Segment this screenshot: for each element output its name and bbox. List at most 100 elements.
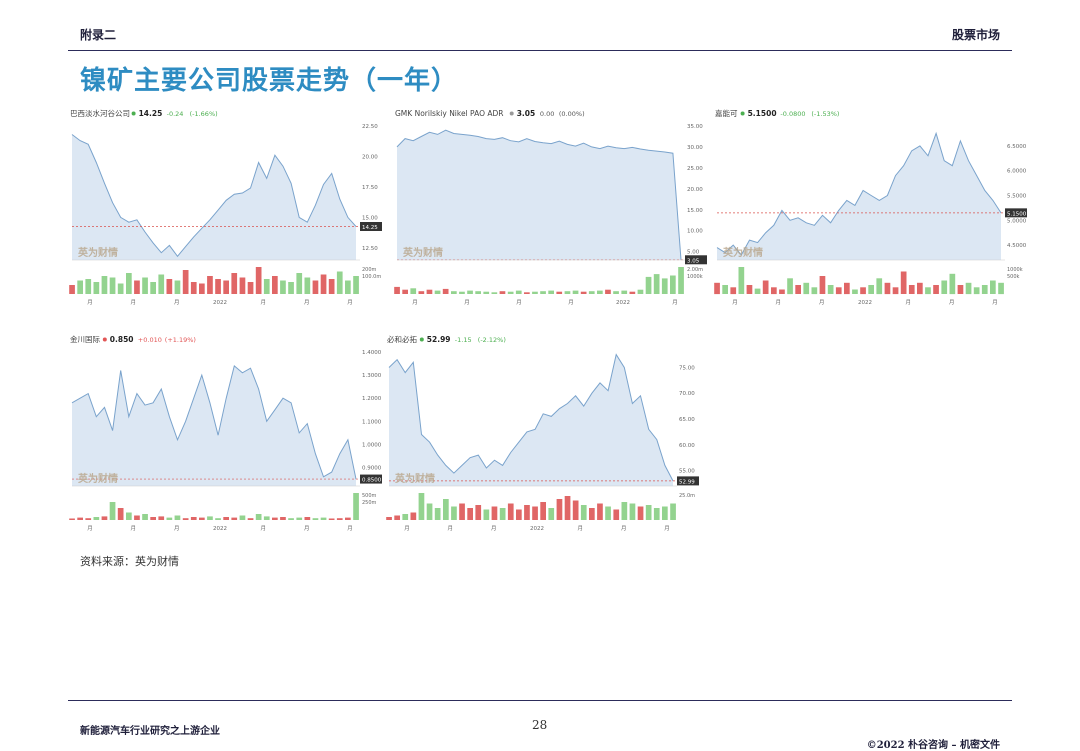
volume-bar [957, 285, 964, 294]
volume-bar [876, 278, 883, 295]
x-tick-label: 月 [131, 299, 137, 306]
last-price-tag [360, 222, 382, 231]
volume-bar [556, 499, 563, 520]
volume-bar [803, 282, 810, 295]
volume-bar [483, 291, 490, 294]
y-tick-label: 25.00 [687, 166, 703, 172]
volume-bar [908, 285, 915, 294]
volume-bar [142, 514, 148, 520]
volume-bar [426, 289, 433, 294]
volume-bar [280, 280, 286, 294]
chart-vale: 巴西淡水河谷公司 14.25 -0.24 (-1.66%) 14.25 22.50 20.0… [68, 104, 386, 312]
volume-bar [223, 517, 229, 520]
volume-bar [949, 273, 956, 295]
volume-bar [678, 267, 684, 294]
x-tick-label: 月 [261, 525, 267, 532]
y-tick-label: 15.00 [362, 215, 378, 221]
volume-bar [134, 280, 140, 294]
volume-bar [117, 508, 124, 520]
status-dot-icon [419, 337, 424, 342]
volume-bar [524, 505, 530, 520]
volume-tick-label: 1000k [687, 274, 703, 280]
last-price-label: 0.8500 [362, 478, 382, 484]
volume-bar [247, 518, 254, 520]
volume-bar [190, 517, 197, 520]
volume-bar [613, 509, 620, 520]
volume-bar [174, 515, 181, 520]
volume-bar [158, 516, 165, 520]
volume-bar [588, 291, 595, 294]
volume-bar [207, 516, 213, 520]
volume-bar [443, 499, 449, 520]
volume-bar [255, 514, 262, 520]
volume-bar [475, 291, 481, 294]
volume-bar [900, 271, 907, 294]
footer-divider [68, 700, 1012, 701]
volume-bar [263, 279, 270, 294]
volume-bar [312, 280, 319, 294]
volume-bar [483, 509, 490, 520]
page-title: 镍矿主要公司股票走势（一年） [80, 66, 459, 96]
volume-bar [199, 283, 205, 294]
chart-price: 52.99 [427, 335, 451, 344]
volume-bar [394, 515, 400, 520]
x-tick-label: 月 [776, 299, 782, 306]
last-price-tag [685, 255, 707, 265]
volume-bar [884, 282, 891, 295]
volume-bar [653, 274, 660, 294]
volume-bar [662, 506, 668, 520]
volume-bar [540, 291, 546, 294]
volume-tick-label: 200m [362, 267, 377, 273]
volume-bar [93, 282, 100, 294]
chart-change-pct: (+1.19%) [165, 336, 196, 344]
y-tick-label: 5.00 [687, 250, 700, 256]
volume-bar [860, 287, 866, 295]
x-tick-label: 月 [347, 299, 353, 306]
volume-bar [174, 280, 181, 294]
chart-change: -1.15 [455, 336, 472, 344]
volume-bar [499, 291, 506, 294]
last-price-tag [1005, 208, 1027, 218]
volume-bar [795, 285, 801, 294]
volume-bar [207, 276, 213, 294]
volume-bar [746, 285, 753, 294]
volume-bar [288, 282, 294, 294]
chart-change: -0.0800 [780, 110, 805, 118]
volume-tick-label: 500m [362, 493, 377, 499]
volume-bar [101, 516, 108, 520]
x-tick-label: 2022 [213, 526, 227, 532]
volume-bar [345, 280, 351, 294]
volume-bar [255, 267, 262, 294]
x-tick-label: 月 [906, 299, 912, 306]
y-tick-label: 12.50 [362, 246, 378, 252]
chart-change-pct: (-1.53%) [811, 110, 839, 118]
volume-bar [280, 517, 286, 520]
volume-bar [738, 267, 745, 294]
watermark-logo: 英为财情 [394, 472, 435, 485]
last-price-label: 52.99 [679, 479, 695, 485]
y-tick-label: 10.00 [687, 229, 703, 235]
volume-bar [353, 276, 359, 294]
status-dot-icon [740, 111, 745, 116]
status-dot-icon [509, 111, 514, 116]
chart-change: -0.24 [167, 110, 184, 118]
volume-bar [304, 517, 311, 520]
volume-bar [150, 517, 156, 520]
y-tick-label: 65.00 [679, 417, 695, 423]
volume-bar [819, 276, 826, 294]
volume-bar [572, 290, 579, 294]
chart-glencore: 嘉能可 5.1500 -0.0800 (-1.53%) 5.1500 6.5000 6.00… [713, 104, 1031, 312]
volume-bar [182, 270, 189, 294]
volume-bar [516, 509, 522, 520]
volume-bar [117, 283, 124, 294]
y-tick-label: 30.00 [687, 145, 703, 151]
x-tick-label: 2022 [213, 300, 227, 306]
header-divider [68, 50, 1012, 51]
volume-bar [779, 289, 785, 294]
volume-bar [917, 282, 923, 295]
volume-bar [835, 287, 842, 295]
volume-bar [990, 280, 996, 294]
volume-bar [199, 517, 205, 520]
volume-bar [328, 279, 335, 294]
volume-bar [231, 273, 238, 294]
